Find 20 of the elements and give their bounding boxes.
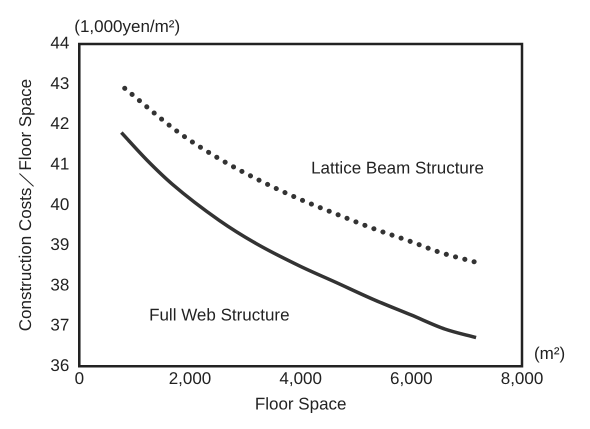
y-axis-title: Construction Costs／Floor Space [16, 78, 35, 332]
text: (m²) [534, 344, 566, 363]
y-tick-label: 36 [50, 356, 70, 375]
y-tick-label: 44 [50, 34, 70, 53]
x-axis-title: Floor Space [254, 394, 346, 414]
x-tick-label: 4,000 [279, 369, 322, 388]
x-tick-label: 8,000 [500, 369, 544, 388]
y-tick-label: 41 [50, 154, 70, 174]
x-tick-label: 2,000 [168, 369, 212, 388]
y-tick-label: 38 [50, 275, 70, 294]
y-tick-label: 37 [50, 316, 70, 335]
x-tick-label: 6,000 [390, 369, 433, 388]
text: Full Web Structure [149, 306, 290, 325]
y-tick-label: 39 [50, 235, 70, 254]
y-tick-label: 42 [50, 114, 70, 134]
x-tick-label: 0 [74, 369, 84, 388]
y-tick-label: 43 [50, 74, 70, 93]
y-tick-label: 40 [50, 194, 70, 214]
series-label: Lattice Beam Structure [311, 158, 484, 178]
text: (1,000yen/m²) [74, 17, 180, 36]
